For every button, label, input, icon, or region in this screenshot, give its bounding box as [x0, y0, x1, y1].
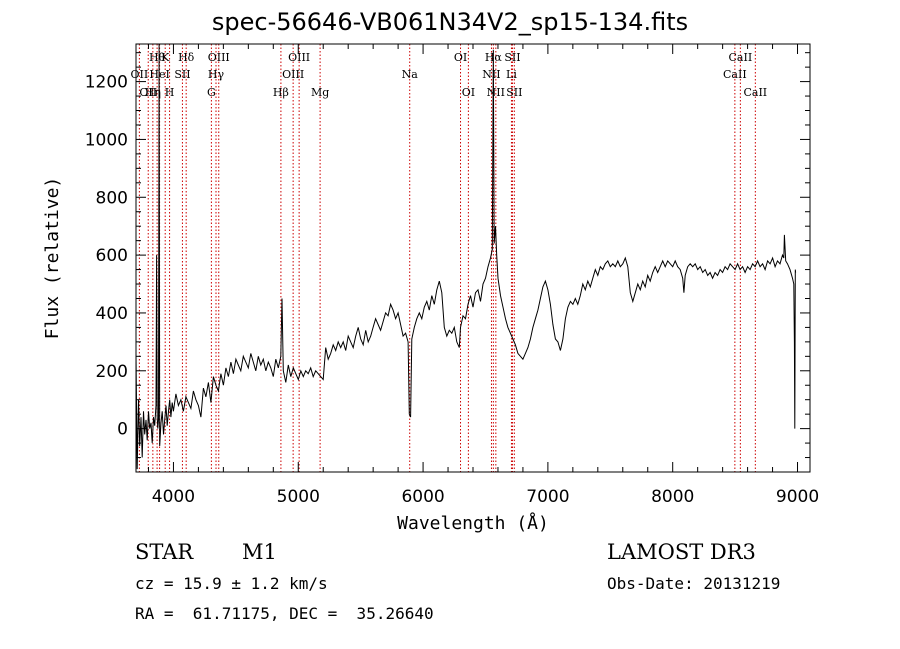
line-marker-label: Na [402, 68, 419, 81]
object-class: STAR [135, 540, 194, 564]
observation-date: Obs-Date: 20131219 [607, 574, 781, 593]
y-tick-label: 1200 [85, 73, 128, 93]
x-axis: 4000 5000 6000 7000 8000 9000 [147, 44, 819, 507]
flux-line [135, 43, 797, 470]
line-marker-label: Hγ [208, 68, 225, 81]
redshift-cz: cz = 15.9 ± 1.2 km/s [135, 574, 328, 593]
object-subclass: M1 [242, 540, 277, 564]
line-marker-label: SII [504, 51, 520, 64]
line-marker-label: G [207, 86, 216, 99]
y-axis-label: Flux (relative) [42, 177, 63, 340]
plot-frame [135, 43, 811, 473]
line-marker-label: OI [462, 86, 475, 99]
flux-series [135, 43, 797, 470]
line-marker-label: Hβ [273, 86, 289, 99]
line-markers [138, 44, 756, 472]
y-tick-label: 400 [96, 304, 128, 324]
line-marker-label: Hδ [178, 51, 195, 64]
y-tick-label: 0 [117, 420, 128, 440]
line-marker-label: NII [482, 68, 500, 81]
line-marker-label: Mg [311, 86, 329, 99]
x-tick-label: 4000 [152, 487, 195, 507]
x-tick-label: 7000 [526, 487, 569, 507]
line-marker-label: NII [487, 86, 505, 99]
line-marker-labels: OIIOIIHηHθHeIKHSIIHδGHγOIIIHβOIIIOIIIMgN… [131, 51, 768, 99]
y-tick-label: 200 [96, 362, 128, 382]
line-marker-label: CaII [723, 68, 747, 81]
line-marker-label: OII [131, 68, 149, 81]
line-marker-label: Li [506, 68, 517, 81]
x-tick-label: 5000 [277, 487, 320, 507]
y-axis: 0 200 400 600 800 1000 1200 [85, 52, 810, 459]
x-tick-label: 9000 [776, 487, 819, 507]
line-marker-label: OIII [208, 51, 230, 64]
line-marker-label: H [165, 86, 175, 99]
x-tick-label: 8000 [651, 487, 694, 507]
line-marker-label: Hη [145, 86, 161, 99]
y-tick-label: 800 [96, 188, 128, 208]
line-marker-label: OI [454, 51, 467, 64]
chart-title: spec-56646-VB061N34V2_sp15-134.fits [211, 8, 689, 36]
line-marker-label: CaII [743, 86, 767, 99]
line-marker-label: SII [174, 68, 190, 81]
survey-name: LAMOST DR3 [607, 540, 756, 564]
line-marker-label: OII [139, 86, 157, 99]
line-marker-label: OIII [282, 68, 304, 81]
y-tick-label: 600 [96, 246, 128, 266]
y-tick-label: 1000 [85, 130, 128, 150]
ra-dec-coordinates: RA = 61.71175, DEC = 35.26640 [135, 604, 434, 623]
line-marker-label: CaII [729, 51, 753, 64]
line-marker-label: OIII [288, 51, 310, 64]
line-marker-label: SII [506, 86, 522, 99]
x-axis-label: Wavelength (Å) [397, 512, 549, 534]
line-marker-label: K [161, 51, 170, 64]
x-tick-label: 6000 [401, 487, 444, 507]
line-marker-label: Hθ [149, 51, 166, 64]
